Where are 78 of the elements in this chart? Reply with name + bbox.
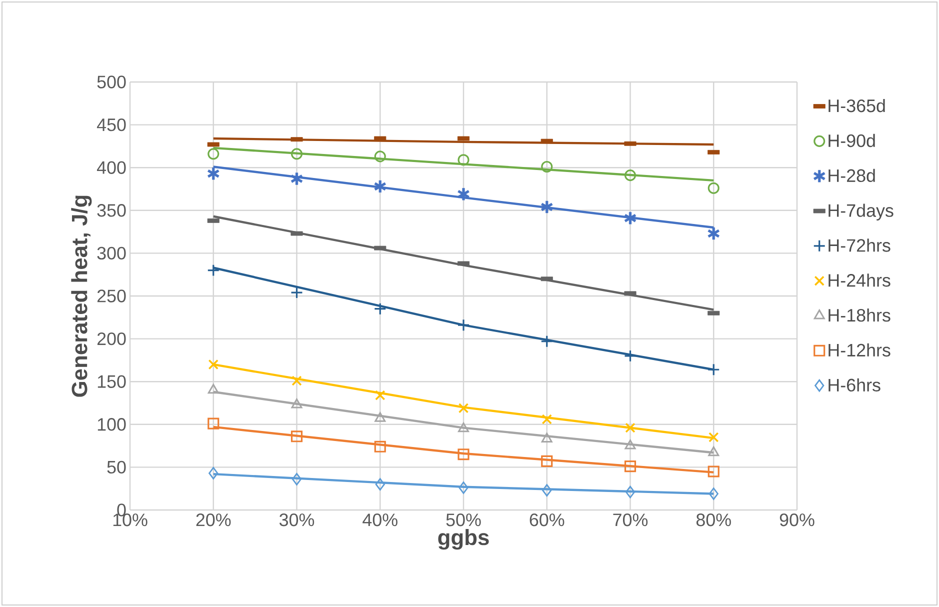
point <box>290 286 304 299</box>
point <box>541 200 553 214</box>
point <box>542 414 552 424</box>
x-tick-label: 40% <box>362 514 398 526</box>
y-tick-label: 100 <box>98 418 126 431</box>
x-tick-label: 20% <box>196 514 231 526</box>
y-tick-label: 150 <box>98 375 126 388</box>
point <box>208 384 219 394</box>
point <box>707 363 720 376</box>
point <box>624 212 636 224</box>
point <box>207 264 220 277</box>
y-tick-label: 500 <box>97 76 126 88</box>
point <box>624 440 636 450</box>
point <box>708 466 720 478</box>
legend-label: H-12hrs <box>828 343 890 357</box>
point <box>208 168 220 180</box>
point <box>540 335 554 348</box>
legend-label: H-28d <box>828 168 875 182</box>
point <box>457 318 470 332</box>
x-tick-label: 70% <box>613 514 648 526</box>
y-tick-label: 50 <box>107 460 126 474</box>
x-tick-label: 30% <box>279 514 314 526</box>
point <box>292 376 302 386</box>
point <box>292 473 302 486</box>
point <box>542 484 552 496</box>
point <box>374 302 386 316</box>
point <box>458 188 470 200</box>
point <box>624 170 636 182</box>
x-tick-label: 90% <box>780 514 814 526</box>
y-tick-label: 400 <box>96 161 126 174</box>
y-axis-title: Generated heat, J/g <box>71 196 92 397</box>
point <box>625 422 636 433</box>
point <box>290 148 303 160</box>
point <box>290 430 303 442</box>
legend-label: H-90d <box>828 134 875 148</box>
legend-label: H-7days <box>828 204 894 220</box>
point <box>708 227 720 240</box>
point <box>708 488 718 500</box>
point <box>458 154 470 166</box>
point <box>541 432 552 442</box>
point <box>374 412 386 422</box>
y-tick-label: 300 <box>97 246 126 260</box>
point <box>458 482 468 494</box>
point <box>708 182 720 194</box>
point <box>708 432 719 442</box>
y-tick-label: 250 <box>97 290 126 302</box>
point <box>541 160 553 173</box>
point <box>625 486 636 498</box>
point <box>624 350 637 362</box>
y-tick-label: 350 <box>97 204 126 217</box>
point <box>375 478 385 490</box>
point <box>374 180 386 193</box>
point <box>290 172 303 185</box>
point <box>374 150 386 162</box>
point <box>458 448 470 460</box>
point <box>458 422 469 432</box>
point <box>375 390 386 400</box>
point <box>208 467 218 480</box>
x-axis-title: ggbs <box>438 529 489 550</box>
x-tick-label: 60% <box>530 514 564 526</box>
legend-label: H-6hrs <box>828 378 880 392</box>
y-tick-label: 200 <box>97 332 126 346</box>
point <box>208 418 220 430</box>
legend-label: H-365d <box>828 99 885 112</box>
point <box>458 403 469 414</box>
point <box>624 460 636 472</box>
point <box>208 148 220 160</box>
legend-label: H-24hrs <box>828 274 890 287</box>
legend-label: H-18hrs <box>828 308 890 322</box>
point <box>291 398 302 408</box>
point <box>708 446 720 456</box>
point <box>541 455 553 467</box>
point <box>374 440 386 452</box>
x-tick-label: 50% <box>446 514 481 526</box>
point <box>208 359 218 370</box>
x-tick-label: 80% <box>696 514 731 526</box>
y-tick-label: 450 <box>96 118 126 132</box>
legend-label: H-72hrs <box>828 238 890 252</box>
